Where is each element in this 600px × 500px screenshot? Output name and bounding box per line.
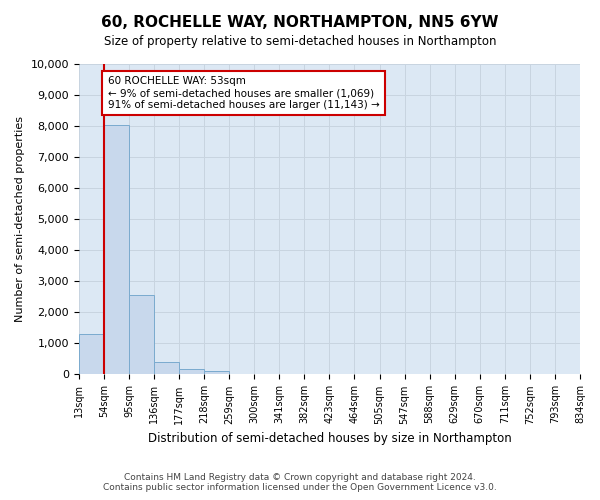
Text: 60, ROCHELLE WAY, NORTHAMPTON, NN5 6YW: 60, ROCHELLE WAY, NORTHAMPTON, NN5 6YW	[101, 15, 499, 30]
Bar	[154, 362, 179, 374]
Bar	[179, 369, 204, 374]
Text: Size of property relative to semi-detached houses in Northampton: Size of property relative to semi-detach…	[104, 35, 496, 48]
Bar	[204, 372, 229, 374]
Bar	[129, 296, 154, 374]
Text: Contains HM Land Registry data © Crown copyright and database right 2024.
Contai: Contains HM Land Registry data © Crown c…	[103, 473, 497, 492]
Y-axis label: Number of semi-detached properties: Number of semi-detached properties	[15, 116, 25, 322]
Bar	[79, 334, 104, 374]
Text: 60 ROCHELLE WAY: 53sqm
← 9% of semi-detached houses are smaller (1,069)
91% of s: 60 ROCHELLE WAY: 53sqm ← 9% of semi-deta…	[107, 76, 379, 110]
Bar	[104, 124, 129, 374]
X-axis label: Distribution of semi-detached houses by size in Northampton: Distribution of semi-detached houses by …	[148, 432, 511, 445]
